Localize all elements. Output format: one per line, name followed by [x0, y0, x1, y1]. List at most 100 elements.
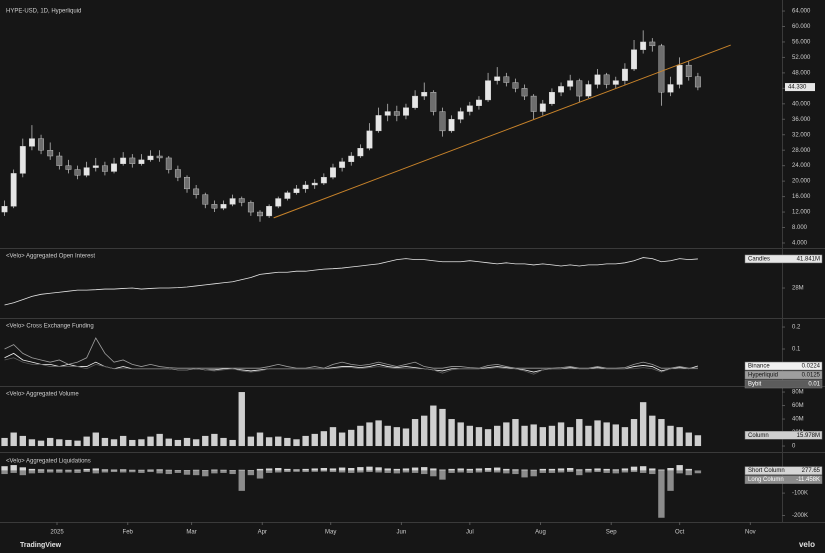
bar — [10, 432, 17, 447]
candle-body — [494, 76, 501, 81]
y-tick-label: 48.000 — [792, 70, 811, 76]
bar — [174, 439, 182, 447]
x-tick-label: Aug — [535, 530, 546, 536]
bar — [202, 435, 209, 447]
bar — [448, 470, 455, 473]
bar — [348, 429, 355, 447]
bar — [174, 470, 182, 473]
last-value-label: 0.0224 — [802, 364, 821, 370]
bar — [129, 439, 136, 447]
candle-body — [10, 173, 17, 207]
bar — [284, 468, 291, 471]
bar — [156, 470, 163, 474]
bar — [119, 435, 127, 447]
bar — [147, 436, 154, 447]
bar — [557, 422, 565, 447]
bar — [338, 467, 346, 471]
bar — [147, 469, 154, 471]
bar — [320, 431, 328, 447]
bar — [329, 470, 337, 473]
bar — [393, 468, 401, 471]
bar — [421, 415, 428, 447]
candle-body — [229, 198, 236, 205]
bar — [621, 427, 629, 447]
bar — [393, 470, 401, 474]
y-tick-label: 8.000 — [792, 225, 808, 231]
bar — [56, 439, 63, 447]
legend-label: Long Column — [748, 477, 784, 483]
bar — [110, 439, 118, 447]
candle-body — [466, 105, 473, 112]
bar — [10, 470, 17, 473]
bar — [521, 470, 528, 478]
y-tick-label: 24.000 — [792, 163, 811, 169]
y-tick-label: 32.000 — [792, 132, 811, 138]
candle-body — [320, 177, 327, 184]
y-tick-label: 80M — [792, 390, 804, 396]
candle-body — [685, 64, 692, 77]
candle-body — [111, 163, 117, 172]
bar — [19, 467, 26, 471]
y-tick-label: 40M — [792, 417, 804, 423]
candle-body — [92, 165, 99, 168]
bar — [430, 468, 437, 471]
candle-body — [38, 138, 44, 151]
bar — [667, 425, 674, 447]
bar — [612, 469, 619, 471]
bar — [649, 415, 656, 447]
bar — [247, 470, 255, 476]
bar — [457, 470, 464, 473]
last-value-label: 0.0125 — [802, 373, 821, 379]
y-tick-label: 28M — [792, 286, 804, 292]
bar — [612, 424, 619, 447]
bar — [548, 470, 556, 473]
bar — [19, 435, 26, 447]
bar — [110, 469, 118, 471]
bar — [256, 468, 264, 471]
bar — [1, 466, 8, 471]
bar — [439, 470, 446, 480]
series-line — [4, 257, 698, 306]
bar — [658, 419, 665, 447]
legend-label: Short Column — [748, 468, 785, 474]
bar — [411, 470, 419, 473]
bar — [238, 469, 245, 471]
bar — [329, 427, 337, 447]
candle-body — [193, 188, 200, 195]
bar — [202, 470, 209, 477]
bar — [375, 420, 382, 447]
bar — [494, 470, 501, 473]
candle-body — [649, 41, 656, 47]
bar — [475, 470, 483, 473]
bar — [19, 470, 26, 476]
bar — [220, 437, 227, 447]
candle-body — [101, 165, 108, 172]
legend-label: Bybit — [748, 382, 762, 388]
bar — [594, 420, 601, 447]
candle-body — [302, 184, 309, 190]
bar — [311, 470, 318, 472]
bar — [530, 470, 537, 477]
y-tick-label: 36.000 — [792, 117, 811, 123]
bar — [101, 437, 109, 447]
bar — [275, 436, 282, 447]
bar — [46, 437, 54, 447]
bar — [56, 470, 63, 473]
bar — [183, 437, 191, 447]
candle-body — [257, 211, 263, 217]
bar — [430, 405, 437, 447]
bar — [265, 470, 273, 473]
bar — [548, 468, 556, 471]
last-price-label: 44.330 — [788, 85, 807, 91]
bar — [658, 470, 665, 518]
bar — [694, 435, 702, 447]
candle-body — [612, 80, 619, 85]
candle-body — [421, 92, 428, 97]
bar — [46, 470, 54, 473]
footer-brand: TradingView — [20, 542, 62, 549]
bar — [220, 470, 227, 473]
footer-logo: velo — [799, 540, 815, 549]
bar — [521, 425, 528, 447]
candle-body — [448, 119, 455, 132]
